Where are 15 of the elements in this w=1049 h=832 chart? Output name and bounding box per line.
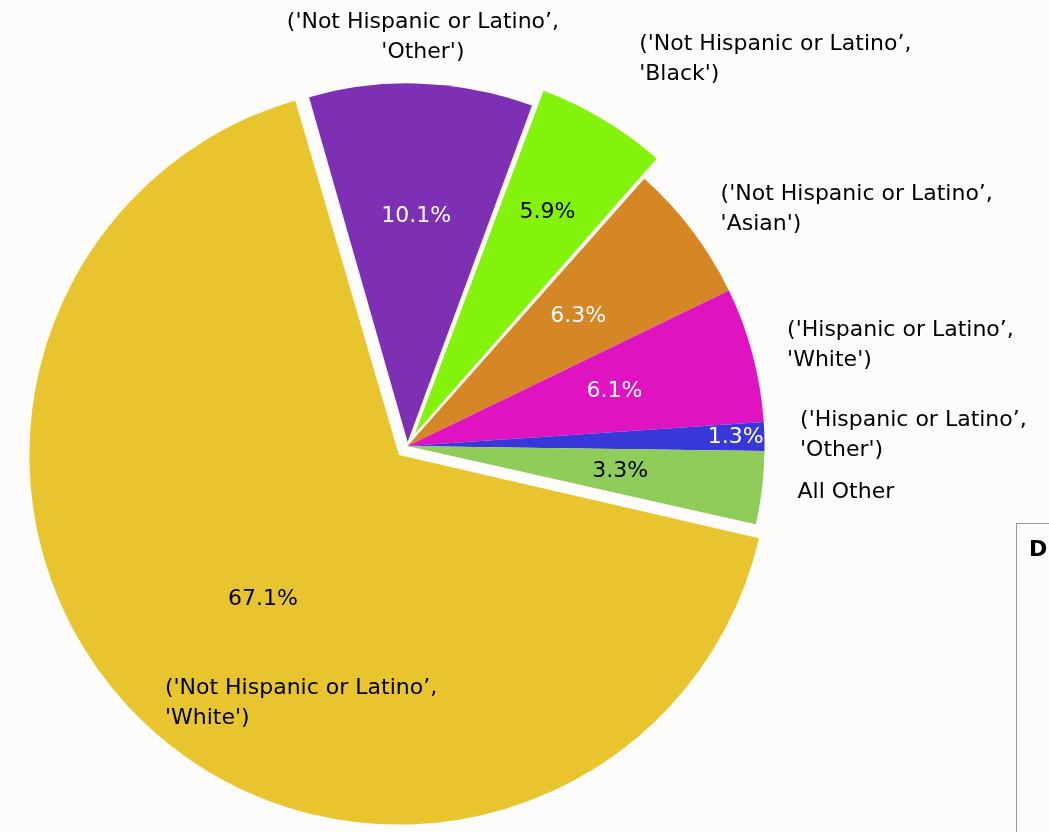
data-label: 6.1% xyxy=(586,376,643,402)
data-label: 1.3% xyxy=(707,422,764,448)
frame-box: D xyxy=(1016,523,1049,832)
data-label: 6.3% xyxy=(550,302,607,328)
data-label: 3.3% xyxy=(592,456,649,482)
data-label: 10.1% xyxy=(381,201,452,227)
slice-label: ('Not Hispanic or Latino’, 'Asian') xyxy=(720,179,993,235)
slice-label: ('Hispanic or Latino’, 'Other') xyxy=(800,406,1027,462)
slice-label: ('Not Hispanic or Latino’, 'Black') xyxy=(639,30,912,86)
slice-label: ('Hispanic or Latino’, 'White') xyxy=(787,316,1014,372)
data-label: 67.1% xyxy=(227,584,298,610)
slice-label: All Other xyxy=(797,477,896,503)
slice-label: ('Not Hispanic or Latino’, 'White') xyxy=(164,673,438,729)
data-label: 5.9% xyxy=(519,198,576,224)
slice-label: ('Not Hispanic or Latino’, 'Other') xyxy=(286,8,560,64)
